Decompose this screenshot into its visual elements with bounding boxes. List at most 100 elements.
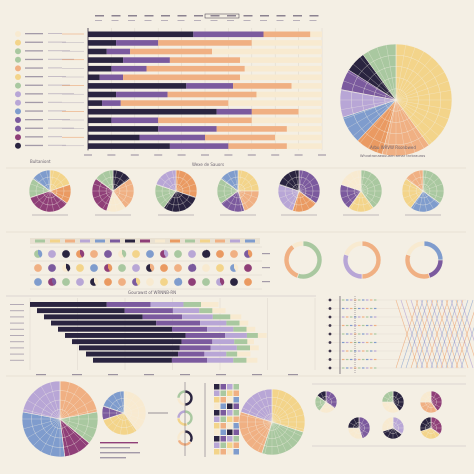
matrix-tick [346,358,349,361]
top-legend-swatch [15,39,21,46]
top-axis-caption: Wexe de Sauors [192,162,225,167]
color-block-cell [220,429,226,435]
pie-row-4-spoke [218,190,239,199]
big-radial-pie-spoke [395,99,445,129]
top-bar-segment [88,83,187,89]
pie-row-1-spoke [30,183,51,192]
top-header-label [227,20,234,21]
matrix-tick [358,367,361,369]
color-block-cell [214,442,220,448]
dot-matrix-dot [89,249,99,259]
pie-row-3-spoke [175,170,180,192]
dot-matrix-dot [173,263,183,273]
big-radial-pie-spoke [343,80,397,101]
pie-row-4-spoke [237,170,242,192]
vertical-donut-1-slice-2 [176,397,186,407]
matrix-node [328,341,332,344]
top-bar-segment [216,126,287,132]
pie-row-5-spoke [298,190,316,205]
top-bar-segment [88,100,103,106]
pie-row-3-spoke [175,177,193,192]
color-block-cell [227,384,233,390]
mid-bar-segment [156,320,201,326]
mid-bar-title: Gourawst of WRNNB-RN [128,290,177,295]
pie-row-6-spoke [360,190,381,199]
mid-bar-segment [239,320,249,326]
bottom-pie-center-spoke [239,421,273,430]
bottom-pie-medium-spoke [112,412,125,433]
pie-row-6-spoke [360,170,365,192]
top-bar-segment [88,91,117,98]
top-bar-segment [88,108,217,115]
pie-row-2-spoke [93,190,114,199]
matrix-node [328,349,332,353]
matrix-tick [350,333,353,335]
big-radial-pie-spoke [347,71,397,101]
dot-matrix-dot [75,277,85,287]
big-radial-pie-spoke [367,51,397,101]
color-block-cell [214,397,220,403]
pie-row-5-spoke [298,190,303,212]
pie-row-6-spoke [360,190,372,210]
matrix-tick [374,367,377,369]
matrix-tick [362,358,365,361]
big-radial-pie-spoke [386,44,397,101]
matrix-tick [346,307,349,310]
big-radial-pie-spoke [395,99,416,153]
dot-matrix-dot [201,277,211,287]
bottom-pie-grid-6 [419,416,443,440]
dot-matrix-header-cell [95,239,105,243]
mid-bar-segment [246,326,256,332]
big-radial-pie-spoke [395,51,425,101]
mid-bar-segment [183,302,201,307]
bottom-pie-medium-spoke [123,412,141,428]
mid-bar-segment [37,308,125,314]
matrix-tick [362,350,365,352]
bottom-pie-left-spoke [59,418,93,439]
top-legend-label [48,84,70,86]
bottom-pie-left-spoke [59,418,71,456]
big-radial-pie-spoke [343,99,397,120]
top-bar-tick-label [154,154,163,156]
mid-bar-segment [250,345,259,351]
bottom-pie-left-spoke [33,418,61,446]
mid-bar-segment [172,308,200,314]
pie-row-2-spoke [112,190,130,205]
matrix-tick [374,333,377,335]
bottom-pie-grid-5-spoke [392,427,399,438]
pie-row-2-spoke [109,190,114,212]
top-bar-segment [88,57,124,63]
pie-row-3-spoke [159,177,177,192]
matrix-tick [374,316,377,318]
top-bar-segment [263,31,311,38]
top-legend-label [25,76,43,78]
mid-bar-segment [204,351,227,357]
mid-bar-segment [246,333,258,338]
bottom-pie-grid-3-spoke [421,396,432,403]
bottom-pie-medium-spoke [123,412,145,421]
color-block-cell [227,416,233,422]
pie-row-1-spoke [33,177,51,192]
bottom-pie-grid-1 [314,390,338,414]
bottom-pie-grid-6-spoke [425,427,432,438]
top-legend-label [48,50,70,52]
mid-bar-row-label [10,335,24,336]
big-radial-pie-spoke [395,80,449,101]
top-legend-label [25,119,43,121]
matrix-tick [350,307,353,310]
big-radial-pie-spoke [395,99,433,144]
pie-row-6-spoke [350,172,362,192]
bottom-pie-left [21,380,99,458]
top-legend-swatch [15,125,21,132]
big-radial-pie-spoke [395,99,406,156]
bottom-pie-center-spoke [242,407,273,423]
dot-matrix-dot [117,263,127,273]
pie-row-5-spoke [279,183,300,192]
bottom-pie-center-spoke [251,421,273,448]
bottom-pie-grid-4-spoke [358,422,369,429]
dot-matrix-dot [229,249,239,259]
bottom-pie-left-spoke [59,392,87,420]
pie-row-4-spoke [218,183,239,192]
matrix-tick [350,324,353,327]
big-radial-pie-spoke [395,71,445,101]
